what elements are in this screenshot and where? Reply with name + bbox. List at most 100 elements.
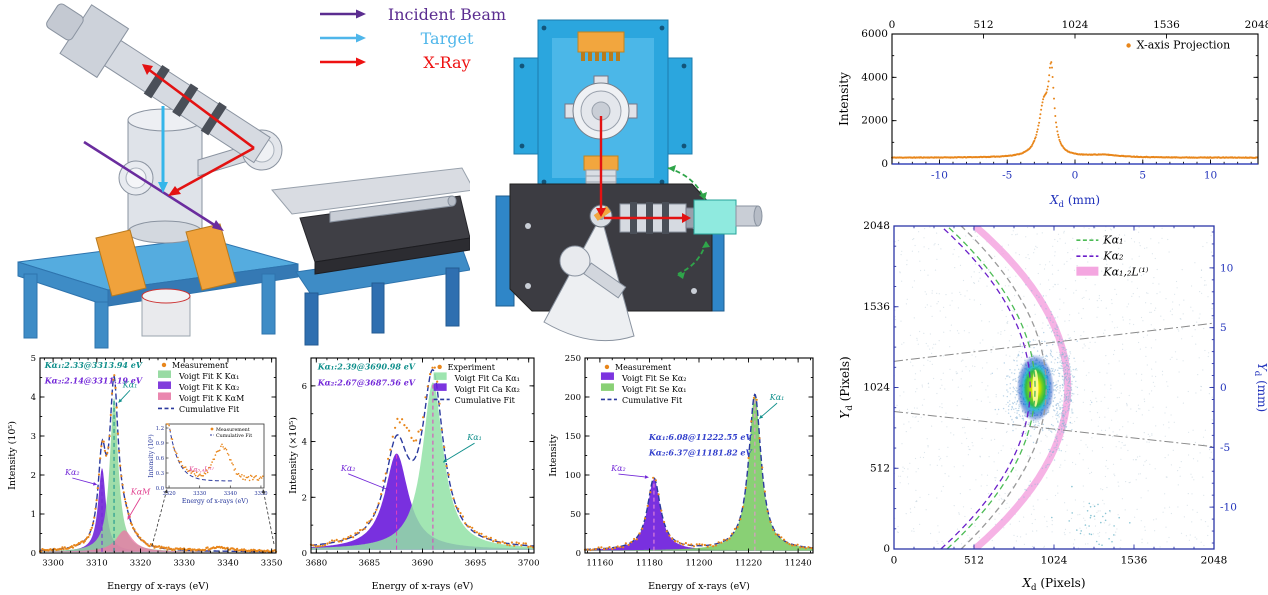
beam-legend-item: X-Ray bbox=[318, 50, 528, 74]
svg-text:11160: 11160 bbox=[586, 559, 613, 569]
inset-peak-label: Kα₃,₄L⁽¹⁾ bbox=[188, 466, 214, 473]
svg-text:0: 0 bbox=[1072, 170, 1079, 182]
cumulative-fit-line bbox=[585, 393, 814, 551]
svg-text:3320: 3320 bbox=[130, 559, 152, 569]
se-spectrum: 11160 11180 11200 11220 11240 0 50 100 150 200 250… bbox=[548, 354, 814, 592]
target-arrow-icon bbox=[320, 33, 366, 43]
svg-text:-5: -5 bbox=[1220, 442, 1230, 454]
k-spectrum: 3300 3310 3320 3330 3340 3350 0 1 2 3 4 5 Energy of … bbox=[7, 354, 282, 592]
svg-text:0: 0 bbox=[891, 555, 898, 567]
inset-y-title: Intensity (10³) bbox=[148, 434, 155, 478]
stray-counts bbox=[1051, 485, 1131, 546]
svg-text:1.2: 1.2 bbox=[156, 426, 164, 432]
legend-label: X-axis Projection bbox=[1137, 39, 1231, 52]
legend-marker bbox=[158, 381, 171, 389]
svg-text:0.9: 0.9 bbox=[156, 441, 164, 447]
svg-text:150: 150 bbox=[565, 432, 581, 442]
xray-arrow-icon bbox=[320, 57, 366, 67]
measurement-points bbox=[38, 374, 278, 554]
axes: 11160 11180 11200 11220 11240 0 50 100 150 200 250 bbox=[565, 354, 814, 569]
incident-beam-arrow bbox=[83, 140, 217, 228]
legend-label: Cumulative Fit bbox=[622, 396, 683, 405]
svg-text:5: 5 bbox=[31, 354, 36, 364]
legend-marker bbox=[158, 370, 171, 378]
satellite-band bbox=[972, 226, 1072, 549]
legend-marker bbox=[161, 362, 167, 368]
rotating-sector-arm bbox=[543, 204, 635, 342]
x-axis-title: Xd (Pixels) bbox=[1021, 576, 1085, 593]
svg-text:3695: 3695 bbox=[465, 559, 487, 569]
svg-text:1536: 1536 bbox=[1121, 555, 1148, 567]
x-axis-title: Energy of x-rays (eV) bbox=[648, 581, 750, 592]
projection-points bbox=[891, 61, 1259, 159]
fit-annotation: Kα₂:6.37@11181.82 eV bbox=[648, 448, 753, 458]
inset-measurement bbox=[166, 423, 264, 482]
svg-text:10: 10 bbox=[1220, 262, 1233, 274]
y-axis-title: Intensity (×10⁵) bbox=[288, 417, 299, 494]
svg-text:3330: 3330 bbox=[173, 559, 195, 569]
x-projection: -10-5051002000400060000512102415362048Xd… bbox=[837, 19, 1268, 210]
svg-text:3340: 3340 bbox=[224, 491, 237, 497]
svg-text:3680: 3680 bbox=[305, 559, 327, 569]
legend: Measurement Voigt Fit Se Kα₂ Voigt Fit Se … bbox=[600, 363, 687, 405]
peak-label: Kα₁ bbox=[122, 380, 138, 389]
fit-annotation: Kα₂:2.67@3687.56 eV bbox=[317, 377, 416, 387]
svg-text:5: 5 bbox=[1139, 170, 1146, 182]
legend-label: Voigt Fit Se Kα₂ bbox=[621, 374, 687, 383]
svg-text:0: 0 bbox=[1220, 382, 1227, 394]
svg-text:2: 2 bbox=[31, 471, 36, 481]
voigt-fit-area bbox=[585, 478, 813, 551]
k-spectrum-chart: 3300 3310 3320 3330 3340 3350 0 1 2 3 4 5 Energy of … bbox=[7, 354, 282, 592]
inset-cumulative-fit bbox=[169, 428, 233, 482]
target-tower bbox=[564, 31, 638, 193]
svg-text:200: 200 bbox=[565, 393, 581, 403]
voigt-fit-area bbox=[40, 530, 276, 552]
svg-text:0: 0 bbox=[302, 549, 307, 559]
legend-marker bbox=[158, 392, 171, 400]
bragg-line-arc bbox=[946, 226, 1036, 549]
beam-path-arrows bbox=[83, 64, 255, 231]
axes: 3680 3685 3690 3695 3700 0 2 4 6 bbox=[302, 357, 540, 569]
axes: 0 512 1024 1536 2048 0 512 1024 1536 2048 10 5 0 -5 -1… bbox=[863, 220, 1237, 567]
svg-text:50: 50 bbox=[570, 510, 581, 520]
peak-label: Kα₂ bbox=[610, 464, 626, 473]
legend-label: Voigt Fit K Kα₁ bbox=[178, 372, 239, 381]
cad-isometric-view bbox=[17, 3, 470, 349]
incident-beam-arrow-icon bbox=[320, 9, 366, 19]
measurement-points bbox=[309, 366, 534, 549]
legend-label: Kα₁ bbox=[1102, 234, 1123, 247]
svg-text:0: 0 bbox=[881, 158, 888, 170]
mounting-brackets bbox=[95, 223, 237, 297]
svg-text:1536: 1536 bbox=[1153, 19, 1180, 31]
voigt-fit-area bbox=[311, 382, 534, 550]
svg-text:2048: 2048 bbox=[1245, 19, 1268, 31]
svg-text:3690: 3690 bbox=[412, 559, 434, 569]
positioning-stage bbox=[271, 167, 470, 275]
svg-text:3300: 3300 bbox=[42, 559, 64, 569]
xray-path-arrows bbox=[596, 116, 691, 223]
se-spectrum-chart: 11160 11180 11200 11220 11240 0 50 100 150 200 250… bbox=[548, 354, 814, 592]
svg-text:0: 0 bbox=[576, 549, 581, 559]
detector-box bbox=[693, 199, 737, 235]
legend-label: Kα₁,₂L⁽¹⁾ bbox=[1102, 266, 1148, 279]
svg-text:3330: 3330 bbox=[193, 491, 206, 497]
svg-text:11200: 11200 bbox=[685, 559, 712, 569]
svg-text:3: 3 bbox=[31, 432, 36, 442]
svg-text:5: 5 bbox=[1220, 322, 1227, 334]
svg-text:512: 512 bbox=[870, 462, 890, 474]
svg-text:4: 4 bbox=[302, 438, 307, 448]
svg-text:0: 0 bbox=[31, 549, 36, 559]
svg-text:1024: 1024 bbox=[1062, 19, 1089, 31]
beam-legend-label: Incident Beam bbox=[387, 4, 507, 24]
legend-label: Voigt Fit K KαM bbox=[178, 394, 244, 403]
svg-text:0.3: 0.3 bbox=[156, 471, 164, 477]
svg-text:3700: 3700 bbox=[518, 559, 540, 569]
legend-label: Voigt Fit K Kα₂ bbox=[178, 383, 239, 392]
ca-spectrum-chart: 3680 3685 3690 3695 3700 0 2 4 6 Energy of x-rays… bbox=[288, 357, 540, 592]
svg-text:2048: 2048 bbox=[863, 220, 890, 232]
svg-text:0: 0 bbox=[883, 543, 890, 555]
legend-marker bbox=[600, 383, 614, 391]
svg-text:4000: 4000 bbox=[861, 71, 888, 83]
legend: Experiment Voigt Fit Ca Kα₁ Voigt Fit Ca K… bbox=[433, 363, 520, 405]
